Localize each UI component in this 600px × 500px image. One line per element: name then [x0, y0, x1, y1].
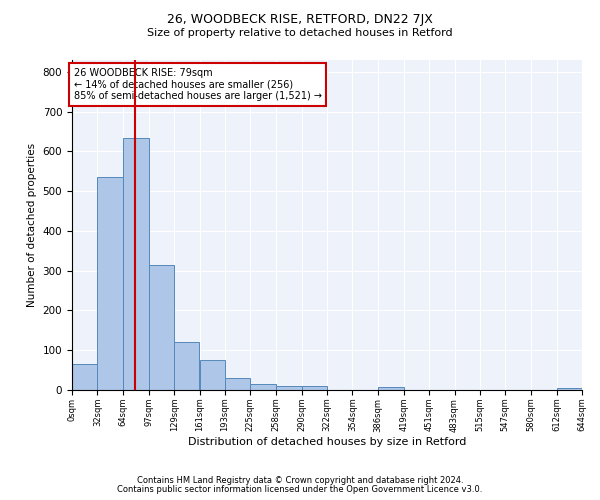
Text: 26 WOODBECK RISE: 79sqm
← 14% of detached houses are smaller (256)
85% of semi-d: 26 WOODBECK RISE: 79sqm ← 14% of detache… — [74, 68, 322, 101]
Bar — [72, 364, 97, 390]
Y-axis label: Number of detached properties: Number of detached properties — [27, 143, 37, 307]
Bar — [377, 387, 404, 390]
Bar — [302, 386, 327, 390]
Text: Contains public sector information licensed under the Open Government Licence v3: Contains public sector information licen… — [118, 484, 482, 494]
Text: Contains HM Land Registry data © Crown copyright and database right 2024.: Contains HM Land Registry data © Crown c… — [137, 476, 463, 485]
Bar — [199, 360, 225, 390]
Bar — [122, 138, 149, 390]
Bar — [250, 384, 277, 390]
Bar — [149, 265, 174, 390]
Bar — [97, 178, 122, 390]
Bar — [277, 386, 302, 390]
Text: 26, WOODBECK RISE, RETFORD, DN22 7JX: 26, WOODBECK RISE, RETFORD, DN22 7JX — [167, 12, 433, 26]
Bar — [225, 378, 250, 390]
Text: Size of property relative to detached houses in Retford: Size of property relative to detached ho… — [147, 28, 453, 38]
Bar — [557, 388, 582, 390]
Bar — [174, 342, 199, 390]
X-axis label: Distribution of detached houses by size in Retford: Distribution of detached houses by size … — [188, 437, 466, 447]
